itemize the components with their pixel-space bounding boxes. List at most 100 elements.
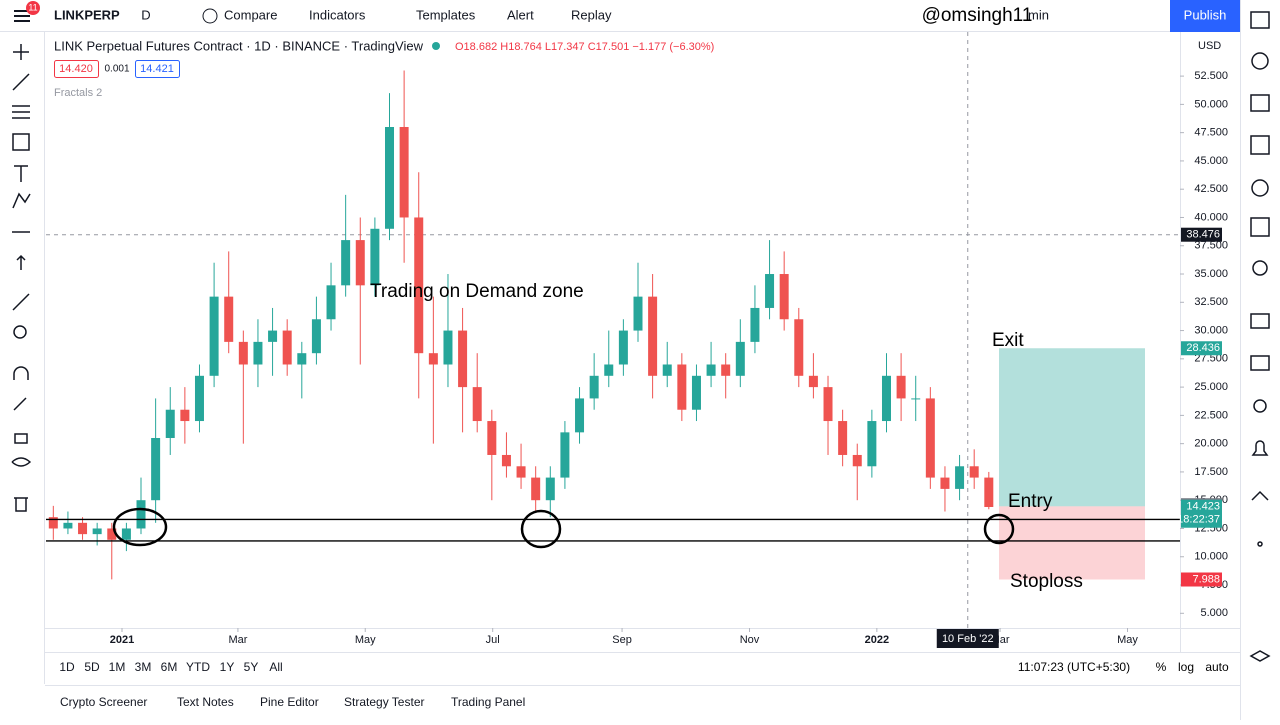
candle-body [779, 274, 789, 320]
scale-option[interactable]: log [1178, 660, 1194, 674]
annotation: Stoploss [1010, 571, 1083, 592]
alert-button[interactable]: Alert [507, 7, 534, 22]
y-tick-label: 35.000 [1194, 268, 1228, 280]
menu-icon[interactable] [14, 10, 30, 12]
y-tick-label: 5.000 [1200, 607, 1228, 619]
candle-body [735, 341, 745, 376]
interval[interactable]: D [141, 7, 150, 22]
candle-body [575, 398, 585, 433]
candle-body [589, 375, 599, 399]
menu-icon [14, 20, 30, 22]
status-dot [432, 42, 440, 50]
candle-body [326, 285, 336, 320]
indicator-label: Fractals 2 [54, 87, 102, 99]
candle-body [969, 466, 979, 478]
candle-body [224, 296, 234, 342]
range-button[interactable]: 5D [84, 660, 100, 674]
panel-tab[interactable]: Pine Editor [260, 695, 319, 709]
legend-title: LINK Perpetual Futures Contract · 1D · B… [54, 38, 424, 53]
range-button[interactable]: 1Y [220, 660, 235, 674]
candle-body [414, 217, 424, 354]
scale-option[interactable]: % [1156, 660, 1167, 674]
y-tick-label: 17.500 [1194, 466, 1228, 478]
badge-count: 11 [28, 2, 37, 12]
y-tick-label: 50.000 [1194, 98, 1228, 110]
compare-icon [202, 8, 218, 24]
candle-body [297, 353, 307, 365]
range-button[interactable]: 3M [135, 660, 152, 674]
y-tick-label: 47.500 [1194, 127, 1228, 139]
range-button[interactable]: All [269, 660, 282, 674]
x-tick-label: May [1117, 634, 1138, 646]
countdown: 18:22:37 [1177, 514, 1220, 526]
indicators-button[interactable]: Indicators [309, 7, 366, 22]
candle-body [794, 319, 804, 376]
panel-tab[interactable]: Text Notes [177, 695, 234, 709]
candle-body [531, 477, 541, 501]
candle-body [691, 375, 701, 410]
candle-body [604, 364, 614, 376]
range-button[interactable]: 1M [109, 660, 126, 674]
candle-body [370, 228, 380, 286]
candle-body [765, 274, 775, 308]
candle-body [867, 421, 877, 467]
panel-tab[interactable]: Crypto Screener [60, 695, 147, 709]
range-button[interactable]: 6M [161, 660, 178, 674]
candle-body [385, 126, 395, 229]
replay-button[interactable]: Replay [571, 7, 612, 22]
candle-body [633, 296, 643, 331]
y-tick-label: 45.000 [1194, 155, 1228, 167]
symbol[interactable]: LINKPERP [54, 7, 120, 22]
y-tick-label: 52.500 [1194, 70, 1228, 82]
price-tag [1181, 499, 1222, 528]
candle-body [472, 387, 482, 422]
drawing-tools [11, 44, 32, 512]
highlight-circles [112, 507, 1015, 549]
y-tick-label: 37.500 [1194, 240, 1228, 252]
scale-option[interactable]: auto [1205, 660, 1229, 674]
candle-body [107, 528, 117, 540]
candle-body [165, 409, 175, 439]
candle-body [136, 500, 146, 529]
bid: 14.420 [59, 63, 93, 75]
price-tag-label: 28.436 [1186, 342, 1220, 354]
y-tick-label: 22.500 [1194, 409, 1228, 421]
ask-box[interactable] [135, 60, 180, 78]
candle-body [677, 364, 687, 410]
bid-box[interactable] [54, 60, 99, 78]
x-tick-label: 2021 [110, 634, 134, 646]
candle-body [618, 330, 628, 365]
candle-body [940, 477, 950, 489]
candle-body [896, 375, 906, 399]
annotation: Trading on Demand zone [370, 281, 584, 302]
annotation: Exit [992, 330, 1024, 351]
crosshair-date: 10 Feb '22 [942, 633, 994, 645]
range-button[interactable]: 1D [59, 660, 75, 674]
candle-body [341, 240, 351, 286]
price-tag [1181, 572, 1222, 587]
ask: 14.421 [140, 63, 174, 75]
candle-body [955, 466, 965, 489]
candle-body [194, 375, 204, 422]
candle-body [92, 528, 102, 535]
publish-button[interactable] [1170, 0, 1240, 32]
candle-body [648, 296, 658, 376]
panel-tab[interactable]: Strategy Tester [344, 695, 424, 709]
candle-body [268, 330, 278, 342]
range-button[interactable]: YTD [186, 660, 210, 674]
stop-zone [999, 506, 1145, 580]
candle-body [48, 517, 58, 529]
compare-button[interactable]: Compare [224, 7, 277, 22]
range-button[interactable]: 5Y [244, 660, 259, 674]
candle-body [180, 409, 190, 422]
candle-body [311, 319, 321, 354]
candle-body [808, 375, 818, 388]
spread: 0.001 [104, 64, 129, 75]
currency[interactable]: USD [1198, 40, 1221, 52]
candle-body [151, 438, 161, 501]
candle-body [545, 477, 555, 501]
annotation: Entry [1008, 491, 1053, 512]
panel-tab[interactable]: Trading Panel [451, 695, 525, 709]
templates-button[interactable]: Templates [416, 7, 476, 22]
candle-body [253, 341, 263, 365]
